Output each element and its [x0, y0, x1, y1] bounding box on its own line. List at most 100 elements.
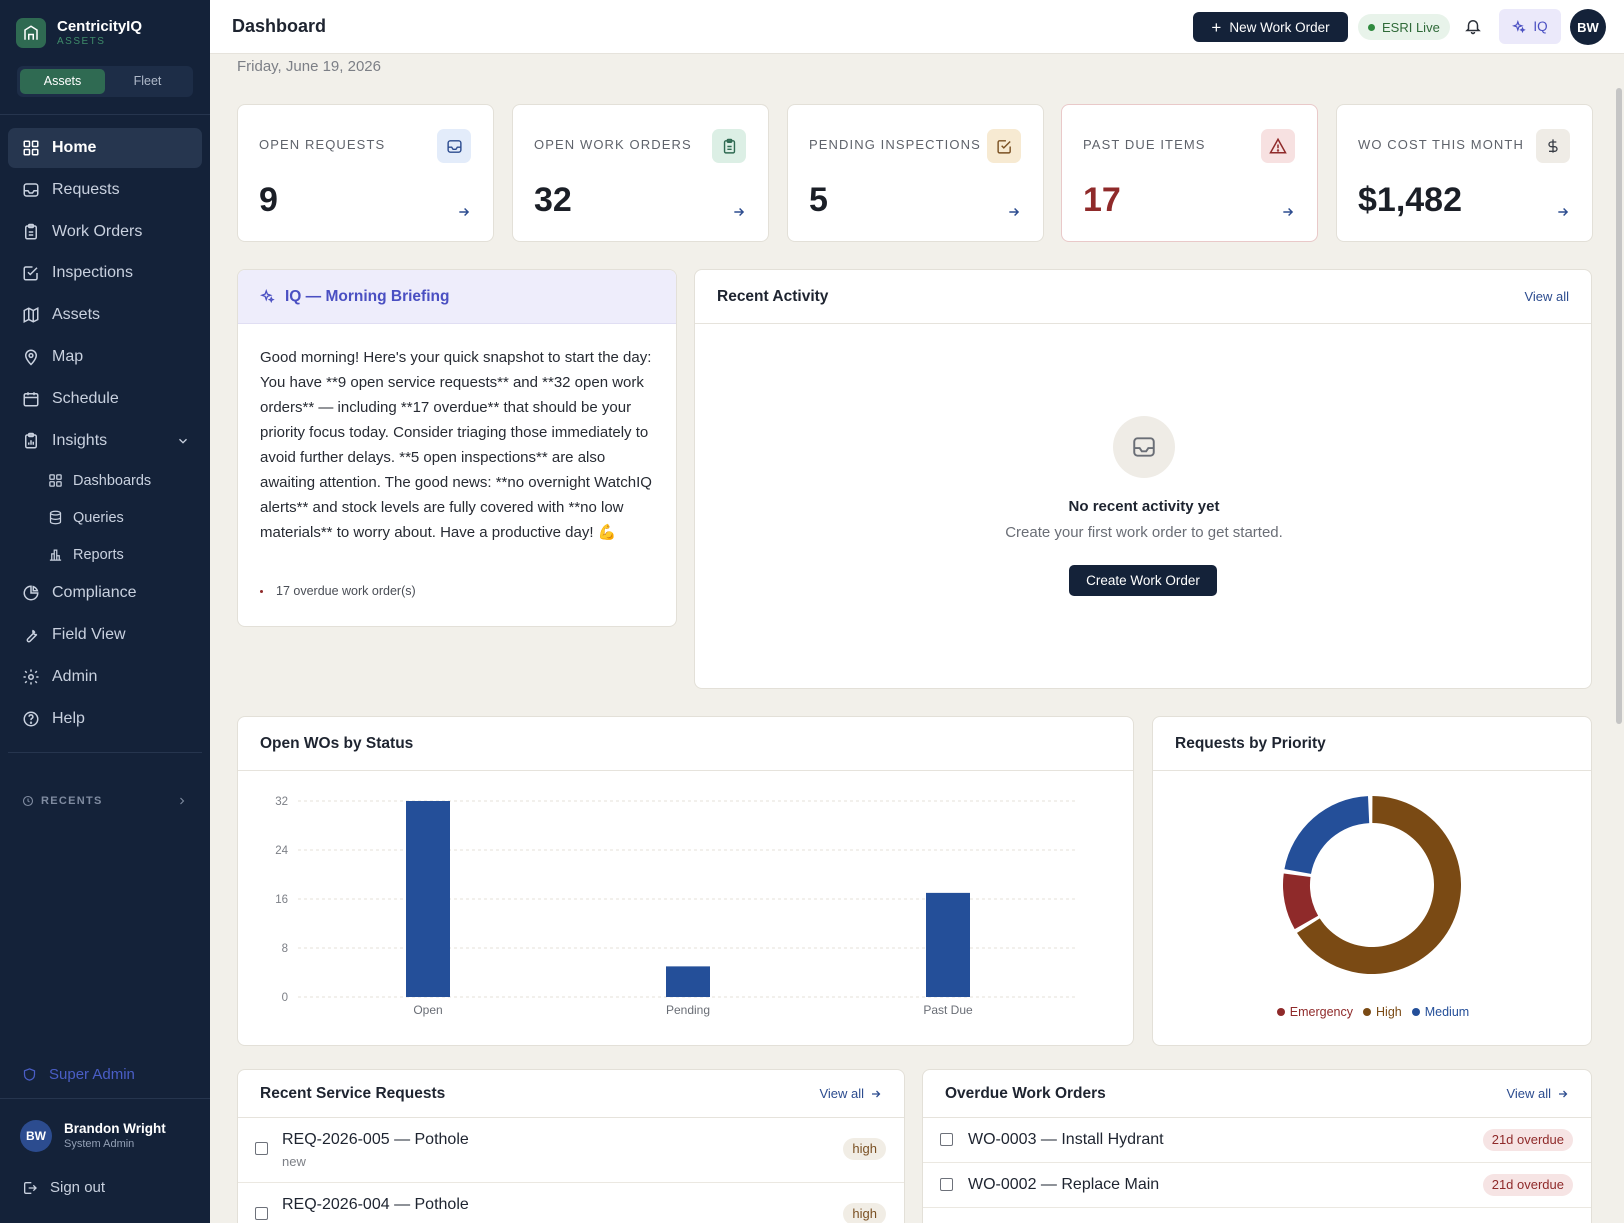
donut-slice[interactable]: [1284, 796, 1370, 874]
new-work-order-label: New Work Order: [1229, 19, 1330, 35]
nav-queries[interactable]: Queries: [8, 499, 202, 536]
sign-out-icon: [24, 1181, 37, 1194]
chevron-down-icon[interactable]: [176, 434, 190, 448]
nav-compliance-label: Compliance: [52, 584, 137, 602]
kpi-wo-cost[interactable]: WO COST THIS MONTH $1,482: [1336, 104, 1593, 242]
nav-field-view[interactable]: Field View: [8, 615, 202, 655]
empty-state-icon: [1113, 416, 1175, 478]
panel-header: Recent Service Requests View all: [238, 1070, 904, 1118]
bullet-dot-icon: [260, 589, 263, 593]
nav-inspections[interactable]: Inspections: [8, 253, 202, 293]
row-checkbox[interactable]: [255, 1207, 268, 1220]
brand[interactable]: CentricityIQ ASSETS: [16, 18, 142, 48]
y-tick-label: 16: [275, 894, 288, 906]
mode-assets-button[interactable]: Assets: [20, 69, 105, 94]
kpi-value: 17: [1083, 181, 1121, 219]
esri-status-badge[interactable]: ESRI Live: [1358, 14, 1450, 40]
chevron-right-icon: [180, 797, 185, 805]
briefing-title: IQ — Morning Briefing: [285, 287, 450, 305]
brand-name: CentricityIQ: [57, 18, 143, 35]
table-row[interactable]: WO-0002 — Replace Main 21d overdue: [923, 1163, 1591, 1208]
sidebar-divider: [0, 1098, 210, 1099]
nav-field-view-label: Field View: [52, 626, 126, 644]
user-profile[interactable]: BW Brandon Wright System Admin: [20, 1120, 166, 1152]
nav-dashboards-label: Dashboards: [73, 472, 152, 489]
nav-map[interactable]: Map: [8, 337, 202, 377]
arrow-right-icon: [1559, 1090, 1568, 1097]
nav-assets-label: Assets: [52, 306, 101, 324]
bar: [666, 966, 710, 997]
create-work-order-button[interactable]: Create Work Order: [1069, 565, 1217, 596]
nav-assets[interactable]: Assets: [8, 295, 202, 335]
nav-admin[interactable]: Admin: [8, 657, 202, 697]
row-checkbox[interactable]: [255, 1142, 268, 1155]
iq-briefing-panel: IQ — Morning Briefing Good morning! Here…: [237, 269, 677, 627]
arrow-right-icon: [1283, 207, 1294, 217]
row-checkbox[interactable]: [940, 1133, 953, 1146]
sparkle-icon: [260, 289, 275, 304]
overdue-badge: 21d overdue: [1482, 1129, 1573, 1151]
notifications-button[interactable]: [1464, 16, 1482, 39]
page-scrollbar[interactable]: [1616, 88, 1622, 724]
kpi-open-requests[interactable]: OPEN REQUESTS 9: [237, 104, 494, 242]
main-nav: Home Requests Work Orders Inspections As…: [8, 128, 202, 741]
recents-toggle[interactable]: RECENTS: [22, 795, 188, 807]
legend-label: Medium: [1424, 1005, 1470, 1019]
nav-requests[interactable]: Requests: [8, 170, 202, 210]
view-all-link[interactable]: View all: [1524, 289, 1569, 304]
donut-slice[interactable]: [1297, 796, 1461, 974]
nav-reports-label: Reports: [73, 546, 124, 563]
home-grid-icon: [23, 140, 39, 156]
check-square-icon: [23, 266, 38, 281]
priority-badge: high: [843, 1138, 886, 1160]
donut-slice[interactable]: [1283, 873, 1319, 930]
nav-compliance[interactable]: Compliance: [8, 573, 202, 613]
arrow-right-icon: [872, 1090, 881, 1097]
nav-schedule[interactable]: Schedule: [8, 379, 202, 419]
row-title: REQ-2026-005 — Pothole: [282, 1131, 469, 1148]
map-pin-fold-icon: [23, 307, 39, 324]
sign-out-button[interactable]: Sign out: [22, 1179, 105, 1196]
recent-activity-panel: Recent Activity View all No recent activ…: [694, 269, 1592, 689]
recents-label: RECENTS: [41, 795, 103, 807]
avatar[interactable]: BW: [1570, 9, 1606, 45]
donut-chart: [1283, 796, 1461, 974]
new-work-order-button[interactable]: + New Work Order: [1193, 12, 1348, 42]
user-name: Brandon Wright: [64, 1121, 166, 1136]
sidebar: CentricityIQ ASSETS Assets Fleet Home Re…: [0, 0, 210, 1223]
row-checkbox[interactable]: [940, 1178, 953, 1191]
row-title: REQ-2026-004 — Pothole: [282, 1196, 469, 1213]
kpi-past-due-items[interactable]: PAST DUE ITEMS 17: [1061, 104, 1318, 242]
shield-icon: [23, 1068, 36, 1081]
mode-fleet-button[interactable]: Fleet: [133, 74, 162, 88]
view-all-link[interactable]: View all: [819, 1086, 882, 1101]
x-tick-label: Past Due: [923, 1003, 973, 1017]
chart-title: Requests by Priority: [1175, 734, 1326, 752]
empty-state-title: No recent activity yet: [1068, 498, 1220, 515]
nav-reports[interactable]: Reports: [8, 536, 202, 573]
wrench-icon: [26, 629, 38, 643]
nav-help[interactable]: Help: [8, 699, 202, 739]
iq-assistant-button[interactable]: IQ: [1499, 9, 1561, 44]
nav-dashboards[interactable]: Dashboards: [8, 462, 202, 499]
inbox-icon: [23, 183, 39, 197]
super-admin-link[interactable]: Super Admin: [22, 1066, 135, 1083]
nav-work-orders[interactable]: Work Orders: [8, 212, 202, 252]
nav-home[interactable]: Home: [8, 128, 202, 168]
open-wos-by-status-chart: Open WOs by Status 0 8 16 24 32 Open Pending Pa…: [237, 716, 1134, 1046]
kpi-open-work-orders[interactable]: OPEN WORK ORDERS 32: [512, 104, 769, 242]
kpi-pending-inspections[interactable]: PENDING INSPECTIONS 5: [787, 104, 1044, 242]
arrow-right-icon: [459, 207, 470, 217]
sidebar-divider: [8, 752, 202, 753]
view-all-link[interactable]: View all: [1506, 1086, 1569, 1101]
recent-service-requests-panel: Recent Service Requests View all REQ-202…: [237, 1069, 905, 1223]
x-tick-label: Open: [413, 1003, 442, 1017]
brand-logo-icon: [16, 18, 46, 48]
table-row[interactable]: REQ-2026-005 — Pothole new high: [238, 1118, 904, 1183]
table-row[interactable]: WO-0003 — Install Hydrant 21d overdue: [923, 1118, 1591, 1163]
legend-item: Medium: [1411, 1005, 1470, 1019]
nav-insights[interactable]: Insights: [8, 421, 202, 461]
table-row[interactable]: REQ-2026-004 — Pothole high: [238, 1183, 904, 1223]
legend-item: Emergency: [1276, 1005, 1353, 1019]
panel-title: Recent Service Requests: [260, 1084, 446, 1102]
